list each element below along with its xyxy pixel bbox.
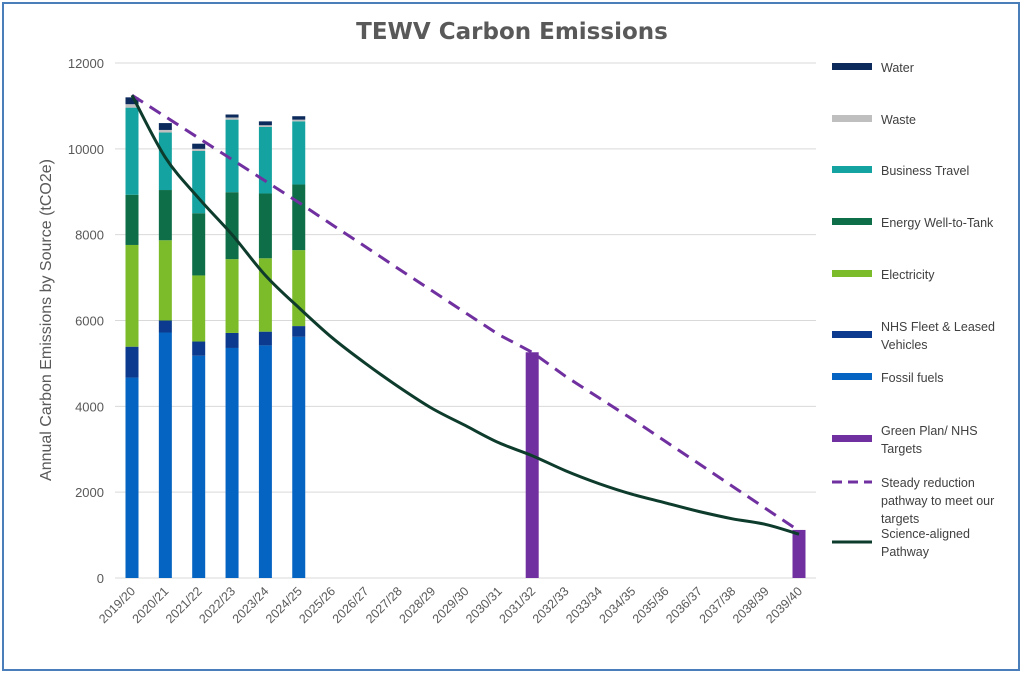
legend-swatch: [832, 115, 872, 122]
legend-label: Water: [881, 61, 914, 75]
bar-business-travel: [158, 132, 172, 191]
bar-energy-well-to-tank: [225, 192, 239, 260]
bar-fossil-fuels: [258, 345, 272, 578]
x-axis-ticks: 2019/202020/212021/222022/232023/242024/…: [96, 584, 805, 626]
bar-water: [158, 123, 172, 130]
bar-business-travel: [125, 107, 139, 195]
legend-label: Energy Well-to-Tank: [881, 216, 994, 230]
bar-electricity: [292, 250, 306, 327]
bar-waste: [292, 119, 306, 122]
bar-waste: [192, 148, 206, 151]
bar-green-plan-nhs-targets: [792, 529, 806, 578]
y-tick-label: 2000: [75, 485, 104, 500]
legend-item-business-travel: Business Travel: [832, 164, 969, 178]
bar-energy-well-to-tank: [292, 184, 306, 251]
bar-waste: [258, 125, 272, 127]
y-tick-label: 4000: [75, 399, 104, 414]
legend-swatch: [832, 435, 872, 442]
legend-label: NHS Fleet & Leased Vehicles: [881, 320, 995, 352]
bar-electricity: [258, 258, 272, 332]
bar-nhs-fleet-leased-vehicles: [125, 346, 139, 378]
bar-business-travel: [225, 119, 239, 193]
bar-energy-well-to-tank: [158, 190, 172, 241]
legend-item-nhs-fleet-leased-vehicles: NHS Fleet & Leased Vehicles: [832, 320, 995, 352]
pathway-lines: [130, 93, 800, 536]
legend-item-steady-reduction-pathway-to-meet-our-targets: Steady reduction pathway to meet our targe…: [832, 476, 994, 526]
legend-label: Electricity: [881, 268, 935, 282]
legend-item-science-aligned-pathway: Science-aligned Pathway: [832, 527, 970, 559]
bar-nhs-fleet-leased-vehicles: [225, 332, 239, 348]
bar-fossil-fuels: [192, 355, 206, 578]
y-tick-label: 8000: [75, 228, 104, 243]
legend-label: Business Travel: [881, 164, 969, 178]
bar-water: [192, 143, 206, 149]
bar-water: [125, 97, 139, 105]
y-tick-label: 0: [97, 571, 104, 586]
bar-water: [292, 116, 306, 120]
legend-item-waste: Waste: [832, 113, 916, 127]
legend-label: Science-aligned Pathway: [881, 527, 970, 559]
x-tick-label: 2039/40: [763, 584, 805, 626]
legend-swatch: [832, 331, 872, 338]
line-steady-reduction-pathway-to-meet-our-targets: [131, 93, 800, 533]
legend-item-green-plan-nhs-targets: Green Plan/ NHS Targets: [832, 424, 978, 456]
bar-energy-well-to-tank: [125, 194, 139, 245]
chart-title: TEWV Carbon Emissions: [356, 19, 668, 45]
bar-waste: [158, 129, 172, 133]
bar-nhs-fleet-leased-vehicles: [158, 320, 172, 333]
bar-fossil-fuels: [292, 336, 306, 578]
legend-item-water: Water: [832, 61, 914, 75]
legend-label: Waste: [881, 113, 916, 127]
bar-fossil-fuels: [158, 332, 172, 578]
bar-electricity: [192, 275, 206, 342]
bar-business-travel: [258, 126, 272, 194]
legend-item-energy-well-to-tank: Energy Well-to-Tank: [832, 216, 994, 230]
legend-item-fossil-fuels: Fossil fuels: [832, 371, 944, 385]
bar-water: [258, 121, 272, 126]
y-tick-label: 10000: [68, 142, 104, 157]
bar-nhs-fleet-leased-vehicles: [258, 331, 272, 346]
bar-electricity: [158, 240, 172, 321]
legend-swatch: [832, 270, 872, 277]
legend-item-electricity: Electricity: [832, 268, 935, 282]
bar-nhs-fleet-leased-vehicles: [292, 326, 306, 337]
legend-swatch: [832, 373, 872, 380]
bar-waste: [125, 104, 139, 108]
bar-electricity: [225, 259, 239, 333]
bar-fossil-fuels: [125, 377, 139, 578]
y-axis-ticks: 0 2000 4000 6000 8000 10000 12000: [68, 56, 104, 586]
bar-fossil-fuels: [225, 347, 239, 578]
legend: Water Waste Business Travel Energy Well-to-…: [832, 61, 995, 559]
bar-business-travel: [292, 121, 306, 185]
gridlines: [115, 62, 816, 579]
legend-label: Steady reduction pathway to meet our targe…: [881, 476, 994, 526]
legend-label: Green Plan/ NHS Targets: [881, 424, 978, 456]
bar-business-travel: [192, 150, 206, 214]
bar-energy-well-to-tank: [258, 193, 272, 259]
line-science-aligned-pathway: [130, 94, 800, 536]
bar-energy-well-to-tank: [192, 213, 206, 276]
y-axis-label: Annual Carbon Emissions by Source (tCO2e…: [38, 159, 55, 481]
bars: [125, 97, 306, 578]
bar-waste: [225, 117, 239, 120]
y-tick-label: 6000: [75, 314, 104, 329]
target-bars: [525, 352, 806, 578]
y-tick-label: 12000: [68, 56, 104, 71]
legend-swatch: [832, 166, 872, 173]
bar-electricity: [125, 244, 139, 347]
bar-nhs-fleet-leased-vehicles: [192, 341, 206, 356]
bar-water: [225, 114, 239, 118]
legend-label: Fossil fuels: [881, 371, 944, 385]
bar-green-plan-nhs-targets: [525, 352, 539, 578]
legend-swatch: [832, 218, 872, 225]
legend-swatch: [832, 63, 872, 70]
